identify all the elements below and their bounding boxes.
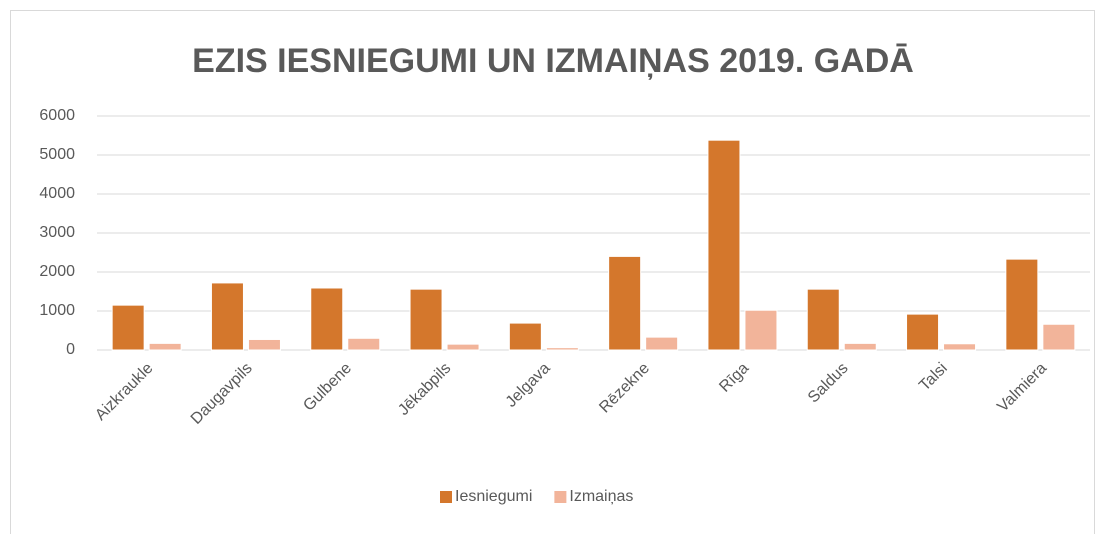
bar <box>707 139 741 351</box>
y-tick-label: 0 <box>66 341 75 358</box>
bar <box>645 336 679 351</box>
bar <box>446 343 480 351</box>
bar <box>148 342 182 351</box>
legend-label: Iesniegumi <box>455 488 532 505</box>
y-tick-label: 2000 <box>39 263 75 280</box>
bar <box>744 309 778 351</box>
bar <box>347 337 381 351</box>
legend-swatch <box>554 491 567 503</box>
bar <box>310 287 344 351</box>
y-tick-label: 4000 <box>39 185 75 202</box>
bar <box>906 313 940 351</box>
bar <box>1042 323 1076 351</box>
legend-swatch <box>440 491 452 503</box>
bar <box>210 282 244 351</box>
bar <box>111 304 145 351</box>
y-tick-label: 5000 <box>39 146 75 163</box>
y-tick-label: 3000 <box>39 224 75 241</box>
bar <box>943 343 977 351</box>
bar <box>843 342 877 351</box>
bar <box>247 338 281 351</box>
bar <box>806 288 840 351</box>
bar <box>1005 258 1039 351</box>
y-tick-label: 1000 <box>39 302 75 319</box>
legend-label: Izmaiņas <box>569 488 633 505</box>
chart-title: EZIS IESNIEGUMI UN IZMAIŅAS 2019. GADĀ <box>192 42 914 80</box>
bar <box>545 347 579 351</box>
y-tick-label: 6000 <box>39 107 75 124</box>
bar <box>508 322 542 351</box>
bar <box>608 255 642 351</box>
bar <box>409 288 443 351</box>
